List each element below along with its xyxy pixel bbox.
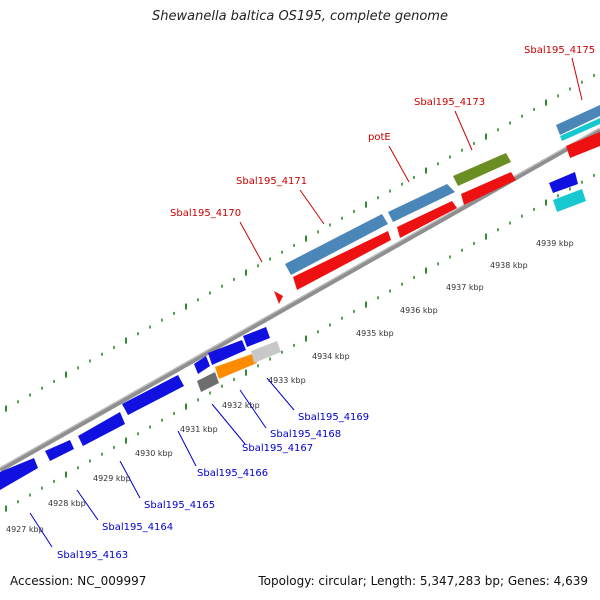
gene-label-sbal195-4171[interactable]: Sbal195_4171	[236, 176, 307, 187]
kbp-label: 4927 kbp	[6, 525, 44, 534]
gene-red-4[interactable]	[566, 132, 600, 158]
gene-label-sbal195-4165[interactable]: Sbal195_4165	[144, 500, 215, 511]
kbp-label: 4933 kbp	[268, 376, 306, 385]
kbp-label: 4930 kbp	[135, 449, 173, 458]
gene-label-sbal195-4175[interactable]: Sbal195_4175	[524, 45, 595, 56]
top-tick-track	[5, 73, 595, 412]
gene-label-pote[interactable]: potE	[368, 132, 391, 143]
kbp-label: 4931 kbp	[180, 425, 218, 434]
kbp-label: 4936 kbp	[400, 306, 438, 315]
red-gene-features	[274, 132, 600, 304]
top-gene-labels: Sbal195_4170 Sbal195_4171 potE Sbal195_4…	[170, 45, 595, 219]
kbp-labels: 4927 kbp 4928 kbp 4929 kbp 4930 kbp 4931 kbp…	[6, 239, 574, 534]
gene-label-sbal195-4164[interactable]: Sbal195_4164	[102, 522, 173, 533]
kbp-label: 4935 kbp	[356, 329, 394, 338]
gene-pote[interactable]	[453, 153, 511, 186]
gene-sbal195-4166[interactable]	[122, 375, 184, 415]
kbp-label: 4932 kbp	[222, 401, 260, 410]
kbp-label: 4934 kbp	[312, 352, 350, 361]
gene-cyan-b[interactable]	[553, 189, 586, 212]
gene-sbal195-4169-lightgray[interactable]	[251, 341, 281, 363]
accession-label: Accession: NC_009997	[10, 574, 147, 588]
gene-red-1[interactable]	[293, 231, 391, 290]
gene-sbal195-4175-cyan[interactable]	[560, 118, 600, 141]
bottom-leader-lines	[29, 377, 295, 548]
gene-blue-b[interactable]	[208, 340, 246, 365]
gene-label-sbal195-4168[interactable]: Sbal195_4168	[270, 429, 341, 440]
gene-sbal195-4175-upper[interactable]	[556, 105, 600, 135]
gene-label-sbal195-4173[interactable]: Sbal195_4173	[414, 97, 485, 108]
reverse-strand-features	[0, 172, 586, 490]
gene-label-sbal195-4169[interactable]: Sbal195_4169	[298, 412, 369, 423]
gene-sbal195-4165[interactable]	[78, 412, 125, 446]
kbp-label: 4929 kbp	[93, 474, 131, 483]
top-leader-lines	[239, 57, 583, 263]
gene-label-sbal195-4170[interactable]: Sbal195_4170	[170, 208, 241, 219]
bottom-tick-track	[5, 173, 595, 512]
kbp-label: 4939 kbp	[536, 239, 574, 248]
forward-strand-features	[285, 105, 600, 275]
gene-sbal195-4170[interactable]	[285, 214, 388, 275]
gene-sbal195-4168-orange[interactable]	[215, 354, 257, 379]
gene-sbal195-4163[interactable]	[0, 458, 38, 490]
gene-label-sbal195-4166[interactable]: Sbal195_4166	[197, 468, 268, 479]
gene-sbal195-4167-gray[interactable]	[197, 372, 219, 392]
gene-sbal195-4164[interactable]	[45, 440, 74, 461]
kbp-label: 4928 kbp	[48, 499, 86, 508]
gene-blue-c[interactable]	[243, 327, 270, 347]
kbp-label: 4937 kbp	[446, 283, 484, 292]
gene-red-3[interactable]	[461, 172, 516, 205]
bottom-gene-labels: Sbal195_4163 Sbal195_4164 Sbal195_4165 S…	[57, 412, 369, 561]
gene-red-2[interactable]	[397, 201, 457, 238]
genome-stats-label: Topology: circular; Length: 5,347,283 bp…	[258, 574, 588, 588]
gene-sbal195-4171[interactable]	[388, 184, 455, 222]
gene-label-sbal195-4167[interactable]: Sbal195_4167	[242, 443, 313, 454]
gene-blue-d[interactable]	[549, 172, 578, 193]
gene-red-small[interactable]	[274, 291, 283, 304]
gene-blue-a[interactable]	[194, 356, 210, 374]
gene-label-sbal195-4163[interactable]: Sbal195_4163	[57, 550, 128, 561]
kbp-label: 4938 kbp	[490, 261, 528, 270]
map-title: Shewanella baltica OS195, complete genom…	[152, 9, 448, 24]
